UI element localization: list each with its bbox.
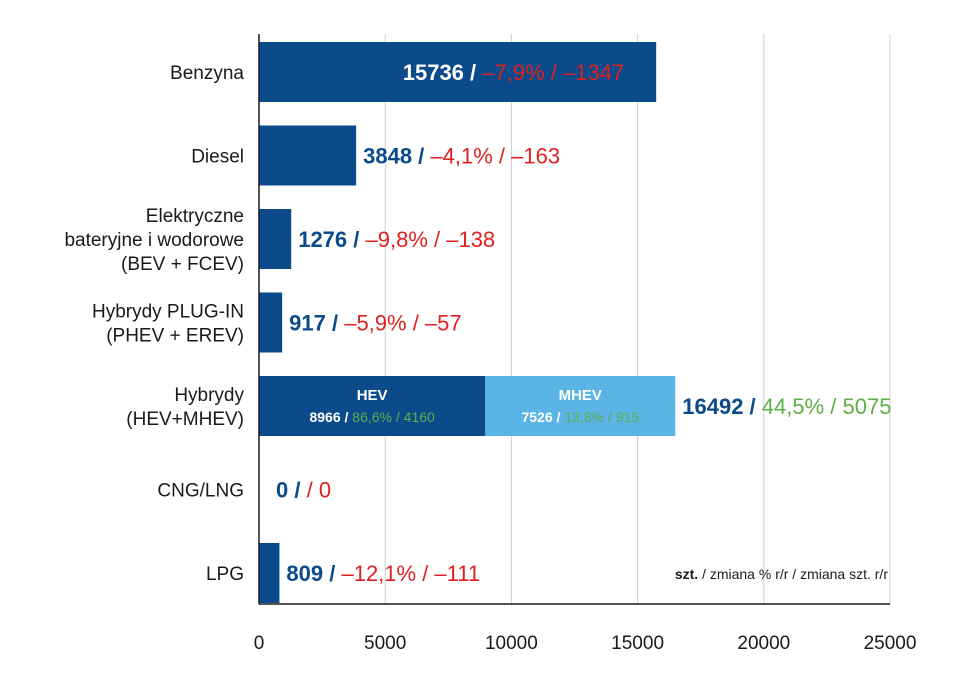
bar [259,209,292,269]
bar-segment-mhev [485,376,676,436]
bar [259,125,357,186]
value-label: 1276 / –9,8% / –138 [298,227,495,252]
value-labels: 15736 / –7,9% / –1347 3848 / –4,1% / –163… [276,60,891,586]
segment-change: 13,8% / 915 [564,409,639,425]
gridlines [384,34,891,604]
x-axis: 0 5000 10000 15000 20000 25000 [254,34,917,654]
segment-change: 86,6% / 4160 [352,409,435,425]
x-tick-label: 15000 [611,633,664,654]
units-note: szt. / zmiana % r/r / zmiana szt. r/r [675,566,888,582]
value-separator: / [750,394,762,419]
value-count: 917 [289,311,332,336]
segment-title: HEV [357,387,388,404]
value-count: 15736 [403,60,470,85]
segment-count: 7526 / [521,409,564,425]
value-count: 0 [276,478,294,503]
value-count: 809 [286,561,329,586]
value-separator: / [294,478,306,503]
x-tick-label: 20000 [737,633,790,654]
segment-count: 8966 / [309,409,352,425]
category-label: Benzyna [170,63,244,84]
value-label: 3848 / –4,1% / –163 [363,144,560,169]
value-label: 16492 / 44,5% / 5075 [682,394,891,419]
segment-value-label: 8966 / 86,6% / 4160 [309,409,435,425]
bar-segment-hev [259,376,486,436]
value-label: 809 / –12,1% / –111 [286,561,480,586]
value-change: –12,1% / –111 [341,561,480,586]
value-separator: / [332,311,344,336]
value-separator: / [329,561,341,586]
bar [259,42,657,102]
value-change: –4,1% / –163 [430,144,560,169]
segment-title: MHEV [559,387,602,404]
value-label: 0 / / 0 [276,478,331,503]
category-label: Elektryczne bateryjne i wodorowe (BEV + FC… [64,206,244,275]
units-note-rest: / zmiana % r/r / zmiana szt. r/r [698,566,888,582]
category-labels: Benzyna Diesel Elektryczne bateryjne i wodo… [64,63,244,585]
category-label: Diesel [191,147,244,168]
value-change: –5,9% / –57 [344,311,461,336]
segment-value-label: 7526 / 13,8% / 915 [521,409,639,425]
x-tick-label: 10000 [485,633,538,654]
value-change: 44,5% / 5075 [762,394,892,419]
value-label: 15736 / –7,9% / –1347 [403,60,624,85]
x-tick-label: 25000 [864,633,917,654]
value-label: 917 / –5,9% / –57 [289,311,462,336]
x-tick-label: 5000 [364,633,406,654]
value-count: 16492 [682,394,749,419]
bars [259,42,676,603]
value-separator: / [418,144,430,169]
bar [259,292,283,353]
bar [259,543,280,603]
x-tick-label: 0 [254,633,265,654]
value-change: / 0 [307,478,331,503]
category-label: LPG [206,564,244,585]
value-separator: / [470,60,482,85]
units-note-unit: szt. [675,566,698,582]
category-label: Hybrydy (HEV+MHEV) [126,385,244,430]
category-label: Hybrydy PLUG-IN (PHEV + EREV) [92,302,244,347]
value-separator: / [353,227,365,252]
value-count: 3848 [363,144,418,169]
value-change: –9,8% / –138 [366,227,496,252]
value-change: –7,9% / –1347 [482,60,624,85]
value-count: 1276 [298,227,353,252]
category-label: CNG/LNG [157,481,244,502]
